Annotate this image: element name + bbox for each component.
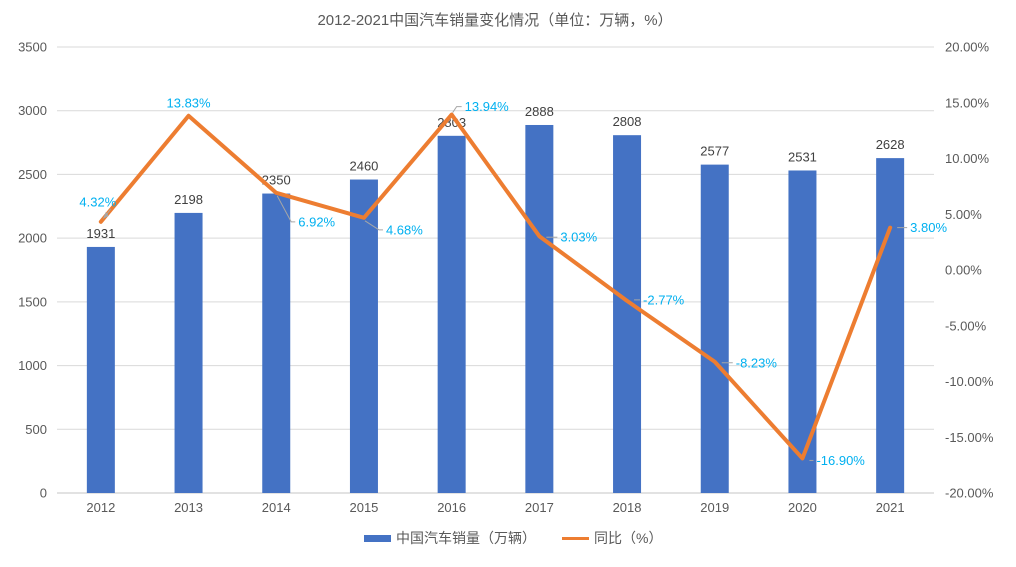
line-value-label: 4.68% <box>386 222 423 237</box>
bar-2019 <box>700 164 729 493</box>
bar-value-label: 2888 <box>525 104 554 119</box>
line-value-label: 13.83% <box>167 95 212 110</box>
label-leader-line <box>276 195 296 223</box>
right-axis-tick-label: -10.00% <box>945 374 994 389</box>
line-value-label: 3.03% <box>560 230 597 245</box>
label-leader-line <box>364 220 383 231</box>
line-value-label: 4.32% <box>79 194 116 209</box>
line-value-label: 3.80% <box>910 220 947 235</box>
line-value-label: -16.90% <box>816 453 865 468</box>
left-axis-tick-label: 1000 <box>18 358 47 373</box>
bar-value-label: 2198 <box>174 192 203 207</box>
left-axis-tick-label: 2500 <box>18 167 47 182</box>
bar-2014 <box>262 193 291 494</box>
right-axis-tick-label: -15.00% <box>945 430 994 445</box>
left-axis-tick-label: 0 <box>40 486 47 501</box>
bar-value-label: 2460 <box>349 159 378 174</box>
left-axis-tick-label: 500 <box>25 422 47 437</box>
x-axis-label-2013: 2013 <box>174 500 203 515</box>
legend-line-label: 同比（%） <box>594 530 663 546</box>
x-axis-label-2017: 2017 <box>525 500 554 515</box>
legend-bar-swatch-icon <box>364 534 391 542</box>
right-axis-tick-label: 0.00% <box>945 263 982 278</box>
x-axis-label-2016: 2016 <box>437 500 466 515</box>
bar-value-label: 2808 <box>613 114 642 129</box>
chart-title: 2012-2021中国汽车销量变化情况（单位：万辆，%） <box>317 12 673 29</box>
legend-bar-label: 中国汽车销量（万辆） <box>396 530 536 546</box>
right-axis-tick-label: 20.00% <box>945 40 990 55</box>
bar-value-label: 2628 <box>876 137 905 152</box>
line-value-label: -8.23% <box>736 355 778 370</box>
bar-2013 <box>174 212 203 494</box>
bar-value-label: 2531 <box>788 149 817 164</box>
line-value-label: 6.92% <box>298 214 335 229</box>
line-value-label: 13.94% <box>465 99 510 114</box>
right-axis-tick-label: -5.00% <box>945 318 987 333</box>
left-axis-tick-label: 2000 <box>18 231 47 246</box>
bar-2020 <box>788 170 817 494</box>
left-axis-tick-label: 3500 <box>18 40 47 55</box>
bar-value-label: 1931 <box>86 226 115 241</box>
legend-line-swatch-icon <box>562 536 589 540</box>
bar-2012 <box>86 246 115 493</box>
x-axis-label-2019: 2019 <box>700 500 729 515</box>
left-axis-tick-label: 1500 <box>18 294 47 309</box>
line-value-label: -2.77% <box>643 292 685 307</box>
bar-2021 <box>876 158 905 493</box>
x-axis-label-2018: 2018 <box>613 500 642 515</box>
x-axis-label-2020: 2020 <box>788 500 817 515</box>
label-leader-line <box>452 106 462 113</box>
bar-2016 <box>437 135 466 493</box>
legend: 中国汽车销量（万辆） 同比（%） <box>364 528 662 548</box>
right-axis-tick-label: -20.00% <box>945 486 994 501</box>
bar-value-label: 2577 <box>700 144 729 159</box>
x-axis-label-2012: 2012 <box>86 500 115 515</box>
right-axis-tick-label: 15.00% <box>945 95 990 110</box>
x-axis-label-2021: 2021 <box>876 500 905 515</box>
bar-2015 <box>349 179 378 494</box>
bar-2017 <box>525 124 554 494</box>
bar-value-label: 2350 <box>262 173 291 188</box>
yoy-line <box>98 112 893 461</box>
x-axis-label-2015: 2015 <box>349 500 378 515</box>
bar-2018 <box>613 135 642 493</box>
x-axis-label-2014: 2014 <box>262 500 291 515</box>
right-axis-tick-label: 10.00% <box>945 151 990 166</box>
right-axis-tick-label: 5.00% <box>945 207 982 222</box>
left-axis-tick-label: 3000 <box>18 103 47 118</box>
label-leader-arrowhead <box>102 211 109 219</box>
